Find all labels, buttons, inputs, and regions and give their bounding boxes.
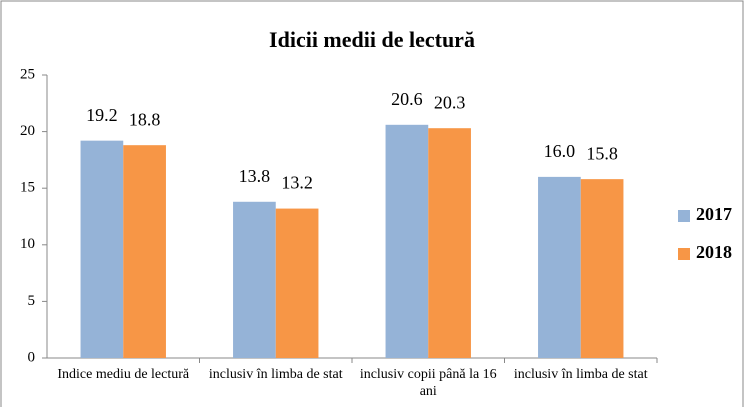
bar [80,140,124,358]
bar [428,128,471,358]
data-label: 16.0 [544,141,576,161]
y-tick-label: 25 [20,66,35,82]
bar [538,176,581,358]
data-label: 20.3 [434,92,466,112]
legend-label: 2018 [696,242,732,262]
y-tick-label: 10 [20,236,35,252]
x-tick-label: inclusiv copii până la 16 ani [359,367,497,399]
bar [275,208,319,358]
x-tick-label: Indice mediu de lectură [57,367,190,382]
legend-label: 2017 [696,204,732,224]
bar [385,124,429,358]
data-label: 19.2 [86,105,118,125]
data-label: 18.8 [129,109,161,129]
x-tick-label: inclusiv în limba de stat [513,367,648,382]
legend-swatch [678,210,690,222]
bar [123,145,166,358]
data-label: 13.8 [239,166,271,186]
data-label: 20.6 [391,89,423,109]
y-tick-label: 20 [20,123,35,139]
x-tick-label: inclusiv în limba de stat [208,367,343,382]
y-tick-label: 15 [20,180,35,196]
bar [580,179,624,358]
bar [233,201,276,358]
y-tick-label: 5 [28,293,36,309]
data-label: 13.2 [281,173,313,193]
chart-title: Idicii medii de lectură [269,27,475,52]
y-tick-label: 0 [28,349,36,365]
legend-swatch [678,248,690,260]
data-label: 15.8 [586,143,618,163]
